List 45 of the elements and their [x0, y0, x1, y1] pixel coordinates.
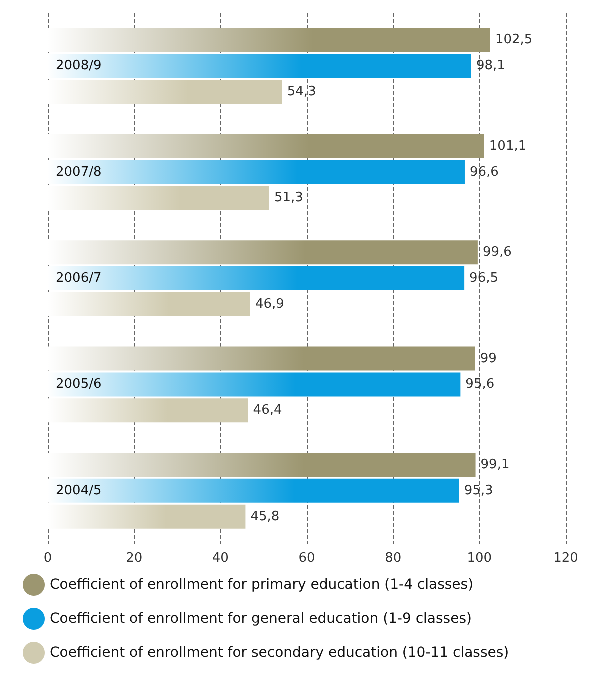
- x-tick-label: 100: [467, 551, 492, 566]
- y-tick-label: 2007/8: [56, 164, 102, 180]
- bar: [48, 398, 248, 423]
- y-tick-label: 2006/7: [56, 271, 102, 286]
- x-tick-label: 20: [126, 551, 143, 566]
- legend-label: Coefficient of enrollment for secondary education (10-11 classes): [50, 645, 510, 661]
- data-label: 101,1: [489, 138, 527, 154]
- data-label: 99: [480, 351, 497, 366]
- bar: [48, 292, 250, 316]
- legend-label: Coefficient of enrollment for primary education (1-4 classes): [50, 577, 474, 593]
- data-label: 45,8: [250, 509, 280, 524]
- bar: [48, 186, 270, 210]
- data-label: 46,4: [253, 403, 282, 418]
- data-label: 54,3: [287, 84, 316, 100]
- data-label: 96,5: [470, 271, 499, 286]
- legend-label: Coefficient of enrollment for general education (1-9 classes): [50, 611, 472, 627]
- data-label: 46,9: [255, 296, 284, 312]
- y-tick-label: 2008/9: [56, 58, 102, 74]
- bar: [48, 28, 490, 52]
- data-label: 96,6: [470, 164, 499, 180]
- bar: [48, 80, 282, 104]
- data-label: 95,3: [464, 483, 494, 498]
- data-label: 98,1: [476, 58, 506, 74]
- bar: [48, 346, 476, 371]
- data-label: 51,3: [274, 190, 304, 206]
- data-label: 95,6: [466, 377, 495, 392]
- bar: [48, 372, 461, 397]
- bar: [48, 452, 476, 477]
- y-tick-label: 2004/5: [56, 483, 102, 498]
- data-label: 102,5: [495, 32, 533, 48]
- bar: [48, 160, 465, 184]
- x-tick-label: 80: [385, 551, 402, 566]
- bar: [48, 240, 478, 265]
- data-label: 99,1: [480, 457, 510, 472]
- x-tick-label: 0: [44, 551, 52, 566]
- x-tick-label: 120: [554, 551, 578, 566]
- data-label: 99,6: [482, 245, 512, 260]
- x-tick-label: 40: [212, 551, 229, 566]
- bar: [48, 134, 484, 158]
- bar: [48, 504, 246, 529]
- x-tick-label: 60: [298, 551, 316, 566]
- y-tick-label: 2005/6: [56, 377, 102, 392]
- bar: [48, 478, 460, 503]
- bar: [48, 266, 465, 290]
- bar: [48, 54, 472, 78]
